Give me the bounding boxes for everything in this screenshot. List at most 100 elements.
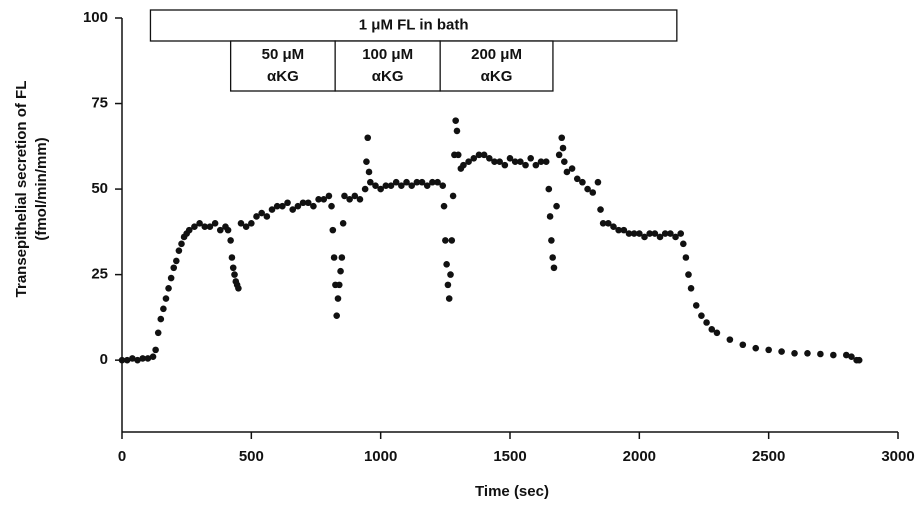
data-point [123, 356, 131, 364]
data-point [522, 161, 529, 169]
data-point [253, 213, 260, 220]
data-point [444, 281, 452, 289]
annotation-text: αKG [481, 68, 513, 85]
data-point [453, 127, 461, 135]
data-point [363, 158, 370, 166]
data-point [584, 185, 591, 193]
data-point [561, 158, 568, 166]
data-point [201, 223, 209, 231]
data-point [325, 192, 333, 200]
data-point [739, 341, 747, 349]
data-point [387, 182, 395, 189]
data-point [542, 158, 550, 166]
data-point [752, 344, 760, 352]
data-point [625, 230, 633, 237]
y-axis-label: Transepithelial secretion of FL [13, 81, 30, 298]
data-point [403, 178, 410, 186]
data-point [573, 175, 581, 183]
annotation-text: 1 μM FL in bath [359, 16, 469, 33]
data-point [778, 348, 785, 355]
data-point [559, 144, 567, 152]
x-tick-label: 1500 [493, 448, 526, 465]
data-point [480, 151, 488, 159]
data-point [448, 237, 456, 244]
data-point [465, 158, 472, 166]
data-point [646, 230, 653, 237]
data-point [682, 254, 690, 261]
data-point [698, 312, 705, 319]
data-point [328, 202, 335, 210]
data-point [304, 199, 312, 207]
data-point [157, 315, 165, 323]
y-tick-label: 100 [83, 9, 108, 26]
data-point [392, 178, 400, 186]
data-point [237, 219, 245, 227]
annotation-text: αKG [372, 68, 404, 85]
data-point [315, 196, 322, 203]
data-point [289, 206, 297, 213]
data-point [610, 223, 617, 231]
data-point [460, 161, 467, 169]
data-point [563, 168, 571, 176]
data-point [329, 226, 337, 234]
data-point [330, 254, 338, 261]
data-point [211, 219, 219, 227]
data-point [231, 271, 238, 278]
data-point [630, 230, 638, 237]
x-tick-label: 500 [239, 448, 264, 465]
y-axis-label: (fmol/min/mm) [33, 137, 50, 240]
data-point [765, 346, 772, 354]
data-point [229, 264, 237, 272]
data-point [550, 264, 558, 272]
data-point [656, 233, 664, 241]
data-point [299, 199, 307, 207]
data-point [447, 271, 454, 278]
data-point [242, 223, 250, 231]
data-point [599, 219, 607, 227]
data-point [372, 182, 379, 189]
data-point [398, 182, 405, 189]
annotation-box [439, 40, 554, 92]
data-point [413, 178, 421, 186]
data-point [496, 158, 503, 166]
data-point [235, 284, 242, 292]
data-point [817, 350, 824, 358]
data-point [589, 189, 597, 196]
data-point [228, 254, 236, 261]
data-point [579, 178, 586, 186]
x-tick-label: 2000 [623, 448, 656, 465]
data-point [475, 151, 483, 159]
data-point [206, 223, 214, 231]
data-point [434, 178, 441, 186]
data-point [365, 168, 373, 176]
data-point [661, 230, 669, 237]
data-point [258, 209, 265, 217]
data-point [620, 226, 628, 234]
data-point [167, 274, 175, 282]
y-tick-label: 75 [91, 95, 108, 112]
data-point [162, 295, 170, 302]
data-point [537, 158, 545, 166]
data-point [791, 350, 798, 357]
data-point [597, 206, 604, 213]
data-point [548, 237, 555, 244]
data-point [636, 230, 643, 237]
data-point [491, 158, 498, 166]
data-point [118, 356, 126, 364]
data-point [382, 182, 390, 189]
data-point [604, 219, 612, 227]
data-point [423, 182, 431, 189]
data-point [294, 202, 302, 210]
y-tick-label: 0 [100, 351, 108, 368]
data-point [338, 254, 346, 261]
data-point [594, 178, 602, 186]
annotation-text: αKG [267, 68, 299, 85]
data-point [361, 185, 369, 193]
data-point [320, 196, 328, 203]
data-point [445, 295, 453, 302]
data-point [139, 355, 146, 362]
data-point [687, 284, 695, 292]
data-point [726, 336, 734, 343]
data-point [149, 353, 157, 361]
